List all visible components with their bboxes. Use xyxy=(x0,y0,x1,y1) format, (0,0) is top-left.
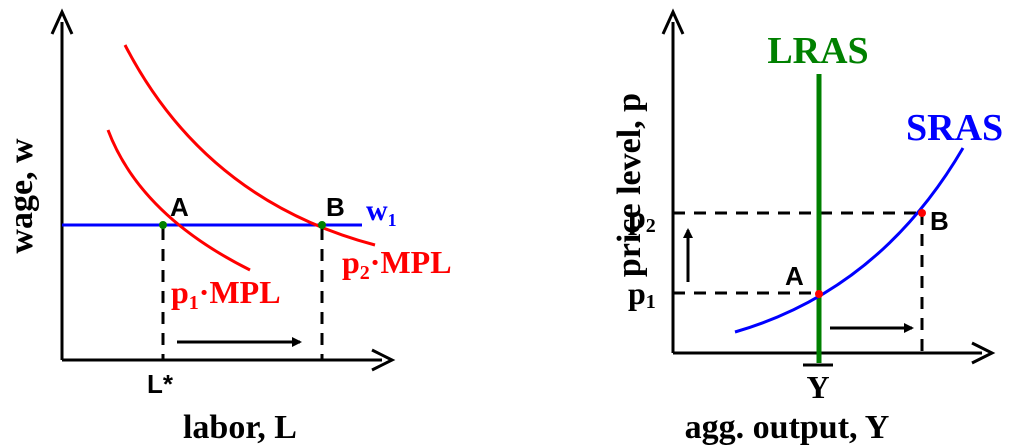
right-y-axis-arrow xyxy=(661,8,685,35)
point-a-marker-right xyxy=(815,290,823,298)
point-b-marker-left xyxy=(318,221,326,229)
left-x-axis-arrow xyxy=(371,348,396,372)
point-a-marker-left xyxy=(159,221,167,229)
right-point-b-label: B xyxy=(930,206,949,236)
p2-mpl-curve xyxy=(123,44,376,247)
wage-axis-label: wage, w xyxy=(3,138,40,254)
point-b-marker-right xyxy=(918,209,926,217)
right-x-axis-arrow xyxy=(971,341,996,365)
output-axis-label: agg. output, Y xyxy=(685,409,890,446)
sras-label: SRAS xyxy=(906,107,1003,149)
p1-tick-label: p1 xyxy=(628,275,656,313)
p2-mpl-label: p2·MPL xyxy=(342,244,452,284)
lras-label: LRAS xyxy=(767,30,868,72)
p1-mpl-curve xyxy=(106,129,251,272)
p2-tick-label: p2 xyxy=(628,199,656,237)
labor-axis-label: labor, L xyxy=(183,409,297,446)
l-star-label: L* xyxy=(147,369,174,399)
price-level-axis-label: price level, p xyxy=(611,93,648,277)
ybar-label: Y xyxy=(806,369,829,405)
labor-market-panel: A B w1 p2·MPL p1·MPL L* labor, L wage, w xyxy=(3,8,452,446)
right-point-a-label: A xyxy=(785,261,804,291)
aggregate-supply-panel: LRAS SRAS A B p2 p1 Y agg. output, Y pri… xyxy=(611,8,1003,446)
left-point-a-label: A xyxy=(170,192,189,222)
sras-curve xyxy=(734,147,965,334)
p1-mpl-label: p1·MPL xyxy=(171,274,281,314)
left-y-axis-arrow xyxy=(50,8,74,35)
left-point-b-label: B xyxy=(326,192,345,222)
wage-line-label: w1 xyxy=(366,194,397,230)
